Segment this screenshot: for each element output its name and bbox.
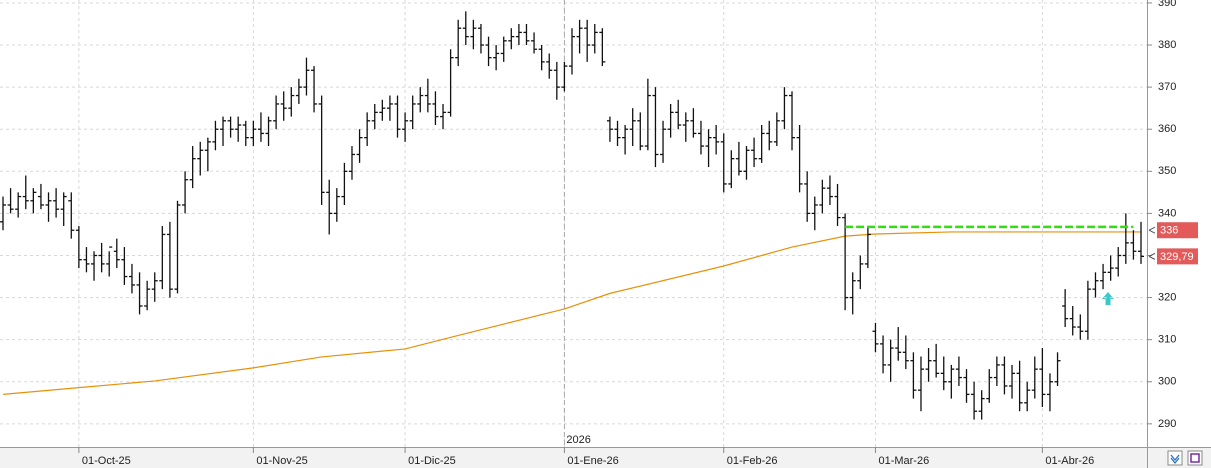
x-tick-label: 01-Mar-26 xyxy=(878,455,929,467)
moving-average xyxy=(2,231,1141,395)
price-label-box xyxy=(1157,248,1198,265)
price-pointer xyxy=(1148,252,1156,260)
y-tick-label: 350 xyxy=(1158,165,1176,177)
arrow-icon xyxy=(1102,292,1114,305)
collapse-button[interactable] xyxy=(1167,450,1183,466)
price-label-box xyxy=(1157,222,1198,239)
y-tick-label: 310 xyxy=(1158,334,1176,346)
y-tick-label: 380 xyxy=(1158,39,1176,51)
x-axis-strip xyxy=(0,447,1211,468)
y-tick-label: 340 xyxy=(1158,207,1176,219)
x-tick-label: 01-Nov-25 xyxy=(256,455,307,467)
x-tick-label: 01-Oct-25 xyxy=(82,455,131,467)
y-tick-label: 370 xyxy=(1158,81,1176,93)
year-label: 2026 xyxy=(566,434,590,446)
x-tick-label: 01-Abr-26 xyxy=(1045,455,1094,467)
x-tick-label: 01-Dic-25 xyxy=(408,455,456,467)
price-label: 329,79 xyxy=(1160,251,1194,263)
save-icon xyxy=(1190,453,1200,463)
price-pointer xyxy=(1148,226,1156,234)
y-tick-label: 300 xyxy=(1158,376,1176,388)
y-tick-label: 290 xyxy=(1158,418,1176,430)
y-tick-label: 360 xyxy=(1158,123,1176,135)
save-button[interactable] xyxy=(1187,450,1203,466)
x-tick-label: 01-Ene-26 xyxy=(567,455,618,467)
y-tick-label: 390 xyxy=(1158,0,1176,9)
x-tick-label: 01-Feb-26 xyxy=(727,455,778,467)
y-tick-label: 320 xyxy=(1158,291,1176,303)
collapse-icon xyxy=(1170,454,1180,465)
price-label: 336 xyxy=(1160,225,1178,237)
